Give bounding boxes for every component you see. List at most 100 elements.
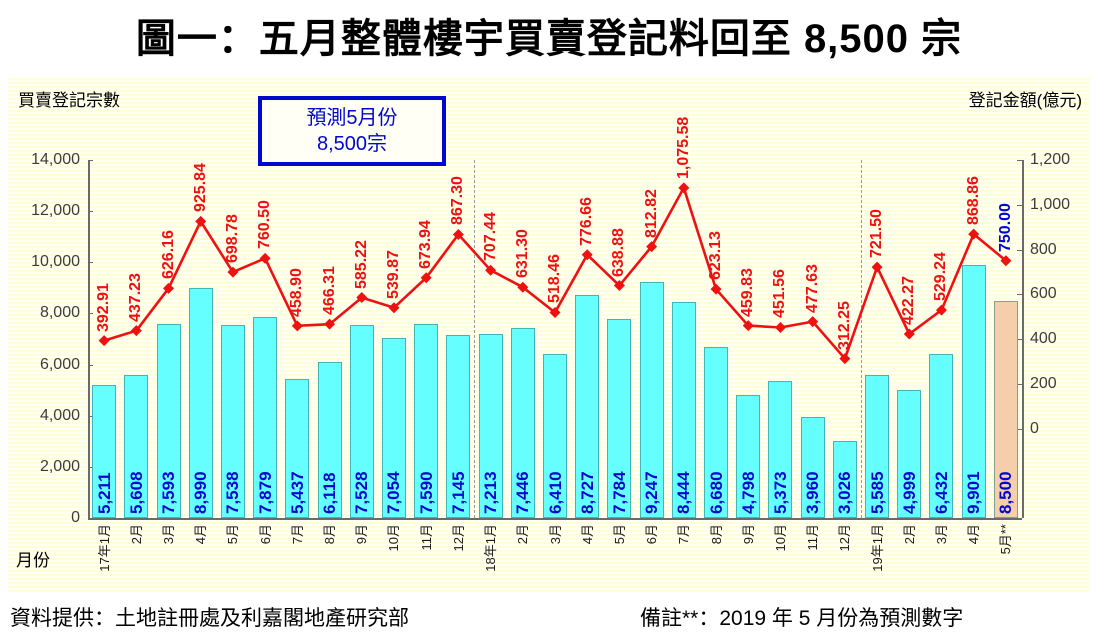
bar	[993, 300, 1018, 518]
line-value-label: 760.50	[256, 200, 274, 250]
line-point-marker	[646, 241, 658, 253]
left-axis-line	[88, 160, 90, 518]
line-value-label: 673.94	[417, 219, 435, 269]
line-point-marker	[968, 228, 980, 240]
x-axis-category-label: 7月	[289, 524, 305, 545]
x-axis-category-label: 18年1月	[483, 524, 499, 572]
bar	[124, 374, 149, 518]
page-title: 圖一：五月整體樓宇買賣登記料回至 8,500 宗	[135, 17, 963, 61]
line-point-marker	[98, 335, 110, 347]
x-axis-category-label: 11月	[805, 524, 821, 551]
line-value-label: 868.86	[964, 176, 982, 226]
forecast-annotation-line2: 8,500宗	[316, 133, 388, 155]
x-axis-category-label: 19年1月	[869, 524, 885, 572]
left-axis-tick-label: 2,000	[39, 457, 80, 475]
bar	[800, 416, 825, 518]
bar	[704, 347, 729, 518]
line-value-label: 585.22	[352, 239, 370, 289]
forecast-annotation-line1: 預測5月份	[306, 107, 398, 129]
x-axis-category-label: 2月	[901, 524, 917, 545]
line-point-marker	[388, 302, 400, 314]
line-point-marker	[485, 264, 497, 276]
left-axis-tickmark	[88, 313, 93, 315]
line-point-marker	[259, 252, 271, 264]
line-point-marker	[581, 249, 593, 261]
x-axis-category-label: 6月	[644, 524, 660, 545]
bar	[156, 323, 181, 518]
right-axis-tick-label: 200	[1030, 374, 1057, 392]
forecast-annotation-box: 預測5月份 8,500宗	[258, 96, 446, 166]
x-axis-category-label: 8月	[322, 524, 338, 545]
line-value-label: 458.90	[288, 267, 306, 317]
x-axis-category-label: 4月	[193, 524, 209, 545]
left-axis-tick-label: 4,000	[39, 406, 80, 424]
line-point-marker	[324, 318, 336, 330]
line-value-label: 518.46	[546, 254, 563, 304]
line-point-marker	[839, 353, 851, 365]
x-axis-category-label: 2月	[515, 524, 531, 545]
bar	[543, 354, 567, 518]
x-axis-category-label: 17年1月	[96, 524, 112, 572]
line-value-label: 451.56	[771, 269, 789, 319]
x-axis-category-label: 11月	[418, 524, 434, 551]
x-axis-category-label: 3月	[933, 524, 949, 545]
right-axis-line	[1022, 160, 1024, 518]
bar	[961, 264, 986, 518]
x-axis-category-label: 9月	[354, 524, 370, 545]
left-axis-tick-label: 14,000	[31, 151, 80, 168]
x-axis-category-label: 5月**	[998, 524, 1014, 555]
line-point-marker	[291, 320, 303, 332]
line-value-label: 539.87	[384, 249, 402, 299]
x-axis-category-label: 6月	[257, 524, 273, 545]
line-point-marker	[871, 261, 883, 273]
bar	[639, 281, 664, 518]
footer-forecast-note: 備註**：2019 年 5 月份為預測數字	[640, 607, 964, 630]
bar	[929, 353, 954, 518]
line-point-marker	[163, 282, 175, 294]
line-value-label: 698.78	[223, 214, 241, 264]
left-axis-tick-label: 0	[71, 509, 80, 526]
left-axis-tickmark	[88, 466, 93, 468]
x-axis-category-label: 10月	[772, 524, 788, 552]
line-value-label: 459.83	[739, 267, 757, 317]
bar	[768, 380, 793, 518]
bar	[414, 323, 439, 518]
line-value-label: 631.30	[513, 229, 531, 279]
x-axis-category-label: 8月	[708, 524, 724, 545]
registration-amount-line-series	[98, 182, 1012, 365]
line-value-label: 466.31	[320, 266, 338, 316]
line-point-marker	[774, 321, 786, 333]
x-axis-category-label: 12月	[450, 524, 466, 552]
x-axis-category-label: 12月	[837, 524, 853, 552]
right-axis-tick-label: 600	[1030, 285, 1057, 303]
line-value-label: 925.84	[191, 163, 209, 213]
x-axis-category-label: 5月	[225, 524, 241, 545]
left-axis-tick-label: 6,000	[39, 355, 80, 373]
bar	[317, 361, 342, 518]
bar	[446, 335, 471, 518]
right-axis-tick-label: 400	[1030, 330, 1057, 347]
bar	[253, 316, 278, 518]
line-point-marker	[420, 272, 432, 284]
x-axis-category-label: 4月	[966, 524, 982, 545]
bar	[832, 440, 857, 518]
left-axis-tickmark	[88, 262, 93, 264]
bar	[897, 390, 922, 518]
x-axis-category-label: 3月	[161, 524, 177, 545]
line-value-label: 638.88	[610, 227, 628, 277]
right-axis-tick-label: 1,000	[1030, 195, 1071, 213]
line-point-marker	[710, 283, 722, 295]
bar	[285, 378, 310, 518]
right-axis-tickmark	[1017, 249, 1022, 251]
line-point-marker	[807, 316, 819, 328]
x-axis-category-label: 7月	[676, 524, 692, 545]
year-separator-line	[860, 160, 862, 518]
bar	[736, 395, 761, 518]
bar	[510, 327, 535, 518]
line-value-label: 477.63	[803, 263, 821, 313]
line-value-label: 707.44	[481, 212, 499, 262]
year-separator-line	[474, 160, 476, 518]
x-axis-category-label: 3月	[547, 524, 563, 545]
x-axis-title: 月份	[16, 551, 50, 570]
line-value-label: 422.27	[900, 276, 918, 326]
